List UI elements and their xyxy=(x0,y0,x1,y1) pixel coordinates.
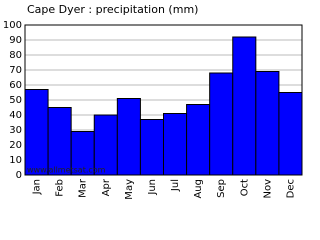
bar xyxy=(139,119,165,176)
x-tick-label: Sep xyxy=(216,179,227,198)
x-tick-label: Jan xyxy=(32,179,43,195)
y-tick-label: 100 xyxy=(3,20,22,31)
bar xyxy=(278,92,303,176)
plot-border xyxy=(24,24,303,176)
y-tick-label: 10 xyxy=(9,155,22,166)
bar xyxy=(24,89,49,176)
x-tick-label: Feb xyxy=(55,179,66,197)
x-tick-label: Apr xyxy=(101,178,112,196)
watermark: www.allmetsat.com xyxy=(27,166,106,175)
y-tick-label: 50 xyxy=(9,95,22,106)
y-tick-label: 90 xyxy=(9,35,22,46)
x-tick-label: Jun xyxy=(147,179,158,196)
y-tick-label: 80 xyxy=(9,50,22,61)
x-tick-label: Dec xyxy=(285,179,296,198)
bar xyxy=(163,113,188,176)
x-tick-label: Nov xyxy=(262,179,273,199)
y-tick-label: 20 xyxy=(9,140,22,151)
bar xyxy=(116,98,141,176)
y-tick-label: 70 xyxy=(9,65,22,76)
y-tick-label: 60 xyxy=(9,80,22,91)
x-tick-label: May xyxy=(124,179,135,200)
x-tick-label: Oct xyxy=(239,179,250,196)
x-tick-label: Mar xyxy=(78,178,89,198)
x-tick-label: Aug xyxy=(193,179,204,199)
x-tick-label: Jul xyxy=(170,179,181,192)
bar xyxy=(255,71,280,176)
y-tick-label: 0 xyxy=(16,170,22,181)
y-tick-label: 30 xyxy=(9,125,22,136)
chart: Cape Dyer : precipitation (mm) 0 10 20 30 40… xyxy=(3,3,303,200)
bar xyxy=(232,36,257,176)
chart-title: Cape Dyer : precipitation (mm) xyxy=(27,3,198,16)
y-tick-label: 40 xyxy=(9,110,22,121)
bar xyxy=(209,72,234,176)
bar xyxy=(186,104,211,176)
